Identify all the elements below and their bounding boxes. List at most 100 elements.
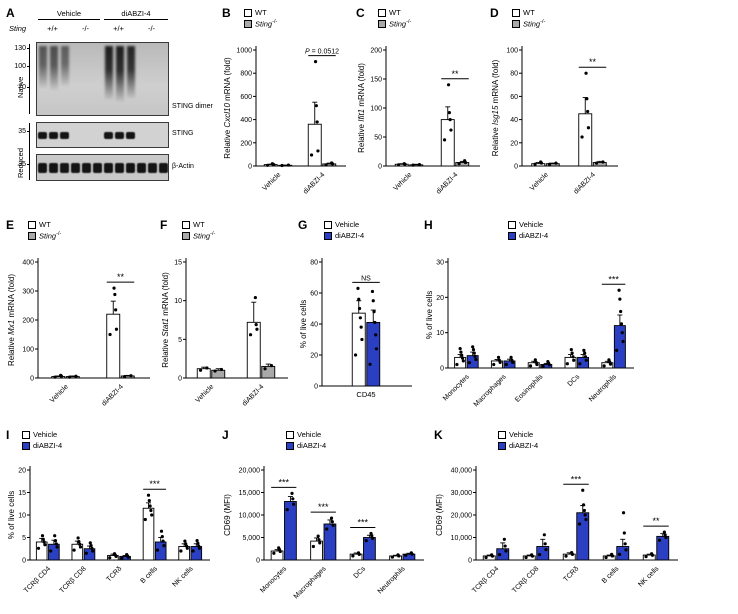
legend-swatch (22, 441, 30, 450)
svg-text:TCRβ CD4: TCRβ CD4 (471, 565, 500, 594)
legend-entry: diABZI-4 (22, 440, 62, 451)
svg-text:NK cells: NK cells (172, 565, 195, 588)
legend-F: WT Sting-/- (182, 219, 215, 241)
native-smear-band (60, 46, 69, 87)
legend-swatch (508, 220, 516, 229)
svg-text:P = 0.0512: P = 0.0512 (305, 49, 339, 56)
legend-label: Sting-/- (255, 18, 278, 29)
svg-text:NK cells: NK cells (637, 565, 660, 588)
svg-text:***: *** (571, 474, 582, 484)
svg-text:20,000: 20,000 (239, 468, 261, 475)
svg-text:80: 80 (510, 71, 518, 78)
legend-swatch (508, 231, 516, 240)
legend-entry: WT (512, 7, 545, 18)
legend-entry: WT (244, 7, 277, 18)
svg-text:10: 10 (18, 513, 26, 520)
svg-text:150: 150 (370, 77, 382, 84)
svg-text:Relative Ifit1 mRNA (fold): Relative Ifit1 mRNA (fold) (357, 63, 366, 153)
chart-K: 0 10,000 20,000 30,000 40,000 CD69 (MFI) TCRβ … (434, 456, 682, 608)
panel-letter-C: C (356, 6, 365, 20)
svg-text:NS: NS (361, 275, 371, 282)
legend-entry: Sting-/- (378, 18, 411, 29)
svg-text:20: 20 (310, 353, 318, 360)
chart-D: 0 20 40 60 80 100 Relative Isg15 mRNA (fold) Ve… (490, 36, 622, 204)
legend-label: diABZI-4 (519, 231, 549, 240)
group-label-diabzi: diABZI-4 (104, 9, 168, 20)
svg-text:0: 0 (248, 164, 252, 171)
chart-E: 0 100 200 300 400 Relative Mx1 mRNA (fold) Veh… (6, 248, 154, 416)
legend-swatch (324, 220, 332, 229)
legend-I: Vehicle diABZI-4 (22, 429, 62, 451)
legend-swatch (28, 231, 36, 240)
legend-entry: WT (28, 219, 61, 230)
svg-text:15,000: 15,000 (239, 490, 261, 497)
chart-H: 0 10 20 30 % of live cells Monocytes Macrophag… (424, 248, 638, 416)
svg-text:% of live cells: % of live cells (425, 291, 434, 339)
panel-H: H Vehicle diABZI-4 0 10 20 30 % of live cells… (424, 218, 642, 423)
legend-label: Sting-/- (389, 18, 412, 29)
panel-letter-I: I (6, 428, 10, 442)
svg-text:15: 15 (18, 490, 26, 497)
legend-swatch (28, 220, 36, 229)
panel-letter-B: B (222, 6, 231, 20)
svg-text:**: ** (451, 69, 459, 79)
legend-J: Vehicle diABZI-4 (286, 429, 326, 451)
chart-G: 0 20 40 60 80 % of live cells NS CD45 (298, 248, 416, 416)
legend-label: WT (255, 8, 267, 17)
legend-entry: WT (182, 219, 215, 230)
chart-I: 0 5 10 15 20 % of live cells TCRβ CD4 TCRβ CD8 T… (6, 456, 214, 608)
svg-text:**: ** (652, 516, 660, 526)
legend-label: Vehicle (33, 430, 58, 439)
svg-text:diABZI-4: diABZI-4 (302, 171, 326, 195)
native-bracket-line (29, 44, 30, 114)
svg-text:diABZI-4: diABZI-4 (573, 171, 597, 195)
svg-text:0: 0 (178, 376, 182, 383)
legend-label: Vehicle (509, 430, 534, 439)
svg-text:200: 200 (240, 140, 252, 147)
svg-text:5,000: 5,000 (242, 535, 260, 542)
svg-text:% of live cells: % of live cells (7, 491, 16, 539)
legend-entry: diABZI-4 (508, 230, 548, 241)
svg-text:1000: 1000 (236, 48, 252, 55)
svg-text:DCs: DCs (567, 373, 582, 388)
svg-text:Macrophages: Macrophages (293, 565, 328, 600)
legend-swatch (324, 231, 332, 240)
legend-C: WT Sting-/- (378, 7, 411, 29)
svg-text:30: 30 (436, 260, 444, 267)
genotype-label: +/+ (47, 24, 58, 33)
svg-text:TCRδ: TCRδ (106, 565, 124, 583)
svg-text:30,000: 30,000 (451, 490, 473, 497)
panel-I: I Vehicle diABZI-4 0 5 10 15 20 % of live cell… (6, 428, 218, 610)
legend-label: diABZI-4 (33, 441, 63, 450)
svg-text:Neutrophils: Neutrophils (588, 373, 618, 403)
legend-swatch (286, 441, 294, 450)
svg-text:TCRβ CD8: TCRβ CD8 (59, 565, 88, 594)
legend-label: WT (39, 220, 51, 229)
actin-band (104, 163, 113, 173)
sting-band (60, 132, 69, 139)
svg-text:20: 20 (436, 295, 444, 302)
panel-G: G Vehicle diABZI-4 0 20 40 60 80 % of live cel… (298, 218, 422, 423)
legend-label: diABZI-4 (509, 441, 539, 450)
svg-text:0: 0 (378, 164, 382, 171)
svg-text:40,000: 40,000 (451, 468, 473, 475)
sting-band (38, 132, 47, 139)
svg-text:5: 5 (22, 535, 26, 542)
sting-band (126, 132, 135, 139)
legend-K: Vehicle diABZI-4 (498, 429, 538, 451)
svg-text:**: ** (117, 272, 125, 282)
legend-entry: Vehicle (22, 429, 62, 440)
mw-marker-100: 100 (10, 63, 30, 70)
legend-entry: Sting-/- (28, 230, 61, 241)
panel-letter-K: K (434, 428, 443, 442)
legend-label: diABZI-4 (297, 441, 327, 450)
genotype-label: +/+ (113, 24, 124, 33)
blot-label-sting: STING (172, 130, 194, 137)
svg-text:CD69 (MFI): CD69 (MFI) (223, 494, 232, 536)
actin-band (93, 163, 102, 173)
legend-swatch (244, 19, 252, 28)
svg-text:TCRβ CD4: TCRβ CD4 (23, 565, 52, 594)
svg-text:10: 10 (174, 298, 182, 305)
legend-swatch (244, 8, 252, 17)
svg-text:100: 100 (370, 106, 382, 113)
